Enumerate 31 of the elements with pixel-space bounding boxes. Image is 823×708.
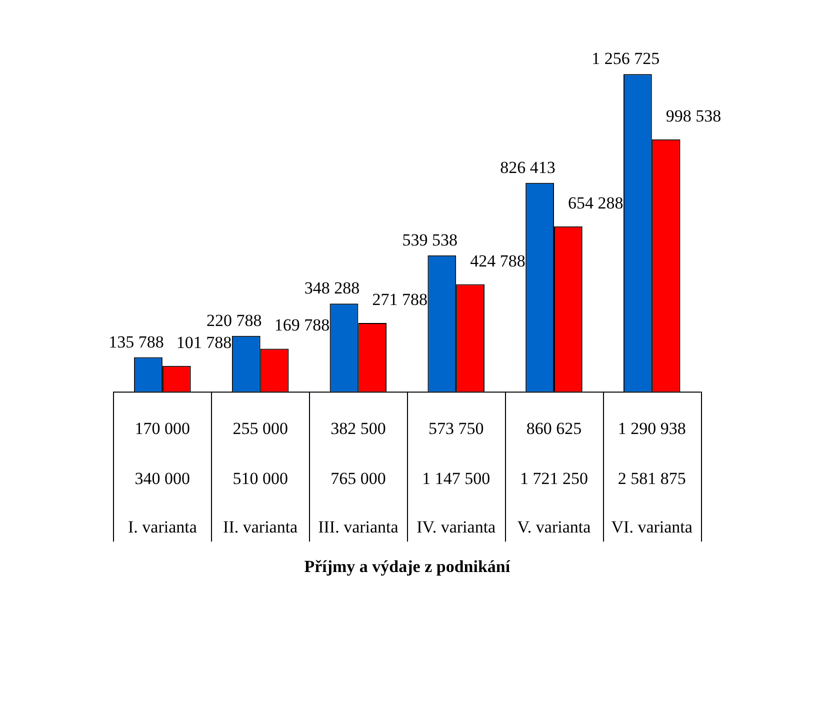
data-label: 998 538	[666, 106, 722, 126]
data-label: 1 256 725	[592, 49, 660, 68]
x-tick-label: II. varianta	[223, 517, 298, 536]
data-label: 826 413	[500, 158, 556, 177]
text: 510 000	[232, 469, 288, 488]
x-axis-title: Příjmy a výdaje z podnikání	[304, 556, 510, 576]
text: 1 721 250	[520, 469, 588, 488]
data-label: 101 788	[176, 332, 232, 352]
text: 170 000	[134, 419, 190, 438]
x-tick-label: I. varianta	[128, 517, 198, 536]
x-tick-label: IV. varianta	[416, 517, 496, 536]
text: 382 500	[330, 419, 386, 438]
text: 255 000	[232, 419, 288, 438]
text: 1 147 500	[422, 469, 490, 488]
data-label: 169 788	[274, 316, 330, 335]
text: 765 000	[330, 469, 386, 488]
data-label: 135 788	[108, 332, 164, 352]
data-label: 348 288	[304, 278, 360, 298]
text: 2 581 875	[618, 469, 686, 488]
text: 340 000	[134, 469, 190, 488]
data-label: 271 788	[372, 290, 428, 309]
text: 860 625	[526, 419, 582, 438]
data-label: 539 538	[402, 230, 458, 250]
data-label: 220 788	[206, 310, 262, 330]
text: 573 750	[428, 419, 484, 438]
data-label: 654 288	[568, 193, 624, 212]
x-tick-label: III. varianta	[318, 517, 399, 536]
x-tick-label: V. varianta	[517, 517, 592, 536]
text: 1 290 938	[618, 419, 686, 438]
data-label: 424 788	[470, 251, 526, 270]
x-tick-label: VI. varianta	[611, 517, 693, 536]
